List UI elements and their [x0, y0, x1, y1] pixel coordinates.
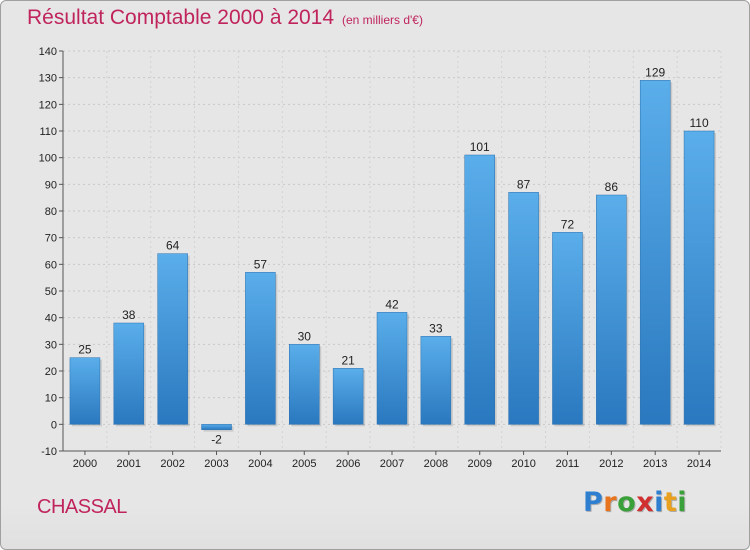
data-label: 21 — [341, 353, 355, 367]
logo-letter: r — [603, 487, 618, 518]
chart-subtitle: (en milliers d'€) — [342, 13, 423, 27]
logo-letter: x — [636, 487, 655, 518]
data-label: 86 — [605, 180, 619, 194]
bar — [157, 253, 188, 425]
y-tick-label: 70 — [45, 233, 57, 245]
bar — [596, 194, 627, 425]
data-label: 42 — [385, 297, 399, 311]
data-label: 101 — [470, 140, 490, 154]
logo-letter: o — [617, 487, 637, 518]
logo-letter: P — [583, 487, 604, 518]
data-label: 30 — [298, 329, 312, 343]
y-tick-label: 140 — [39, 46, 57, 58]
bar — [201, 424, 232, 430]
logo-letter: i — [654, 487, 664, 518]
data-label: 72 — [561, 217, 575, 231]
y-tick-label: 10 — [45, 393, 57, 405]
y-tick-label: 80 — [45, 206, 57, 218]
logo-letter: i — [677, 487, 688, 518]
y-tick-label: 100 — [39, 153, 57, 165]
data-label: 110 — [689, 116, 708, 130]
data-label: 38 — [122, 308, 136, 322]
bar — [508, 192, 539, 425]
bar — [552, 232, 583, 425]
x-tick-label: 2009 — [467, 458, 491, 470]
bar — [113, 322, 145, 425]
x-tick-label: 2008 — [424, 458, 448, 470]
data-label: 129 — [645, 65, 665, 79]
x-tick-label: 2011 — [556, 458, 580, 470]
bars — [69, 80, 717, 432]
y-tick-label: 50 — [45, 286, 57, 298]
x-tick-label: 2002 — [160, 458, 184, 470]
bar — [683, 130, 715, 425]
bar — [376, 312, 408, 425]
y-tick-label: 120 — [39, 99, 57, 111]
data-label: 64 — [166, 239, 180, 253]
y-tick-label: 30 — [45, 339, 57, 351]
bar — [420, 336, 452, 425]
chart-title: Résultat Comptable 2000 à 2014 — [27, 6, 335, 29]
data-label: 57 — [254, 257, 268, 271]
bar — [245, 272, 276, 425]
x-tick-label: 2014 — [687, 458, 711, 470]
bar — [464, 154, 495, 425]
axes: -10 0 10 20 30 40 50 60 70 80 90 100 110 120 130 140 200… — [39, 46, 721, 470]
proxiti-logo[interactable]: Proxiti — [583, 487, 687, 518]
town-name: CHASSAL — [37, 496, 127, 518]
y-tick-label: 20 — [45, 366, 57, 378]
y-tick-label: -10 — [41, 446, 57, 458]
x-tick-label: 2012 — [599, 458, 623, 470]
bar — [69, 357, 101, 425]
y-tick-label: 130 — [39, 73, 57, 85]
x-tick-label: 2006 — [336, 458, 360, 470]
data-label: 87 — [517, 177, 531, 191]
x-tick-label: 2000 — [73, 458, 97, 470]
data-label: 33 — [429, 321, 443, 335]
y-tick-label: 0 — [51, 419, 57, 431]
y-tick-label: 110 — [39, 126, 57, 138]
logo-letter: t — [663, 487, 678, 518]
bar — [289, 344, 320, 425]
data-label: 25 — [78, 343, 92, 357]
bar — [332, 368, 364, 425]
x-tick-label: 2003 — [204, 458, 228, 470]
x-tick-label: 2001 — [117, 458, 141, 470]
x-tick-label: 2013 — [643, 458, 667, 470]
x-tick-label: 2005 — [292, 458, 316, 470]
y-tick-label: 40 — [45, 313, 57, 325]
data-labels: 25 38 64 -2 57 30 21 42 33 101 87 72 86 129 110 — [78, 65, 709, 446]
x-tick-label: 2007 — [380, 458, 404, 470]
x-tick-label: 2004 — [248, 458, 272, 470]
bar — [639, 80, 671, 425]
y-tick-label: 60 — [45, 259, 57, 271]
y-tick-label: 90 — [45, 179, 57, 191]
x-tick-label: 2010 — [511, 458, 535, 470]
grid-lines — [62, 50, 722, 452]
data-label: -2 — [211, 433, 222, 447]
